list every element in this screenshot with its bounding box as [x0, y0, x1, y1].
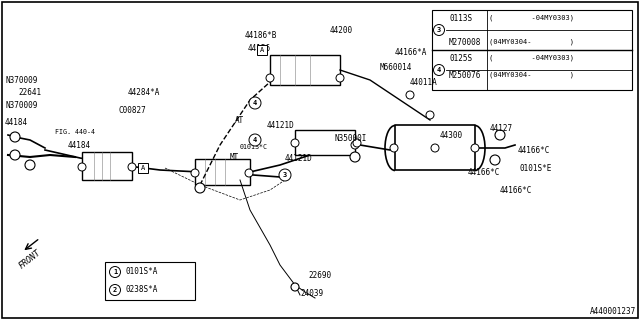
Circle shape — [431, 144, 439, 152]
Text: 22690: 22690 — [308, 270, 331, 279]
Circle shape — [109, 284, 120, 295]
Text: 4: 4 — [253, 137, 257, 143]
Circle shape — [78, 163, 86, 171]
Text: M660014: M660014 — [380, 62, 412, 71]
Text: 44166*A: 44166*A — [395, 47, 428, 57]
Text: 0101S*C: 0101S*C — [240, 144, 268, 150]
Circle shape — [249, 134, 261, 146]
Circle shape — [291, 139, 299, 147]
Bar — [257, 45, 267, 55]
Text: 44121D: 44121D — [285, 154, 313, 163]
Bar — [105, 262, 195, 300]
Circle shape — [433, 25, 445, 36]
Text: 4: 4 — [253, 100, 257, 106]
Text: (         -04MY0303): ( -04MY0303) — [489, 55, 574, 61]
Text: 44300: 44300 — [440, 131, 463, 140]
Circle shape — [279, 169, 291, 181]
Circle shape — [195, 183, 205, 193]
Text: 3: 3 — [437, 27, 441, 33]
Circle shape — [191, 169, 199, 177]
Text: (04MY0304-         ): (04MY0304- ) — [489, 72, 574, 78]
Text: N370009: N370009 — [5, 76, 37, 84]
Circle shape — [426, 111, 434, 119]
Text: AT: AT — [235, 116, 244, 124]
Bar — [432, 10, 632, 90]
Circle shape — [471, 144, 479, 152]
Text: 0238S*A: 0238S*A — [125, 285, 157, 294]
Text: 2: 2 — [113, 287, 117, 293]
Text: 1: 1 — [113, 269, 117, 275]
Text: (         -04MY0303): ( -04MY0303) — [489, 15, 574, 21]
Text: MT: MT — [230, 153, 239, 162]
Circle shape — [390, 144, 398, 152]
Text: (04MY0304-         ): (04MY0304- ) — [489, 39, 574, 45]
Text: 44127: 44127 — [490, 124, 513, 132]
Text: 44184: 44184 — [5, 117, 28, 126]
Circle shape — [350, 152, 360, 162]
Text: M270008: M270008 — [449, 37, 481, 46]
Bar — [295, 130, 355, 155]
Text: 0101S*A: 0101S*A — [125, 268, 157, 276]
Text: 44186*B: 44186*B — [245, 30, 277, 39]
Text: 22641: 22641 — [18, 87, 41, 97]
Text: 44166*C: 44166*C — [468, 167, 500, 177]
Text: 44284*A: 44284*A — [128, 87, 161, 97]
Bar — [195, 159, 250, 185]
Circle shape — [291, 283, 299, 291]
Text: 0113S: 0113S — [449, 13, 472, 22]
Text: FIG. 440-4: FIG. 440-4 — [55, 129, 95, 135]
Text: N35000I: N35000I — [335, 133, 367, 142]
Bar — [395, 125, 475, 170]
Text: 4: 4 — [437, 67, 441, 73]
Circle shape — [353, 139, 361, 147]
Text: C00827: C00827 — [118, 106, 146, 115]
Text: A440001237: A440001237 — [589, 307, 636, 316]
Text: 44166*C: 44166*C — [500, 186, 532, 195]
Circle shape — [266, 74, 274, 82]
Circle shape — [245, 169, 253, 177]
Text: 44184: 44184 — [68, 140, 91, 149]
Text: 44121D: 44121D — [267, 121, 295, 130]
Text: 44156: 44156 — [248, 44, 271, 52]
Circle shape — [128, 163, 136, 171]
Text: 3: 3 — [283, 172, 287, 178]
Circle shape — [495, 130, 505, 140]
Text: A: A — [260, 47, 264, 53]
Bar — [138, 163, 148, 173]
Text: 24039: 24039 — [300, 289, 323, 298]
Text: 44166*C: 44166*C — [518, 146, 550, 155]
Text: N370009: N370009 — [5, 100, 37, 109]
Circle shape — [249, 97, 261, 109]
Text: 44200: 44200 — [330, 26, 353, 35]
Circle shape — [109, 267, 120, 277]
Text: FRONT: FRONT — [17, 248, 43, 270]
Text: A: A — [141, 165, 145, 171]
Bar — [270, 55, 340, 85]
Text: 0101S*E: 0101S*E — [520, 164, 552, 172]
Circle shape — [336, 74, 344, 82]
Circle shape — [10, 150, 20, 160]
Circle shape — [10, 132, 20, 142]
Circle shape — [351, 141, 359, 149]
Circle shape — [490, 155, 500, 165]
Text: M250076: M250076 — [449, 70, 481, 79]
Bar — [82, 152, 132, 180]
Text: 0125S: 0125S — [449, 53, 472, 62]
Circle shape — [25, 160, 35, 170]
Circle shape — [406, 91, 414, 99]
Text: 44011A: 44011A — [410, 77, 438, 86]
Circle shape — [433, 65, 445, 76]
